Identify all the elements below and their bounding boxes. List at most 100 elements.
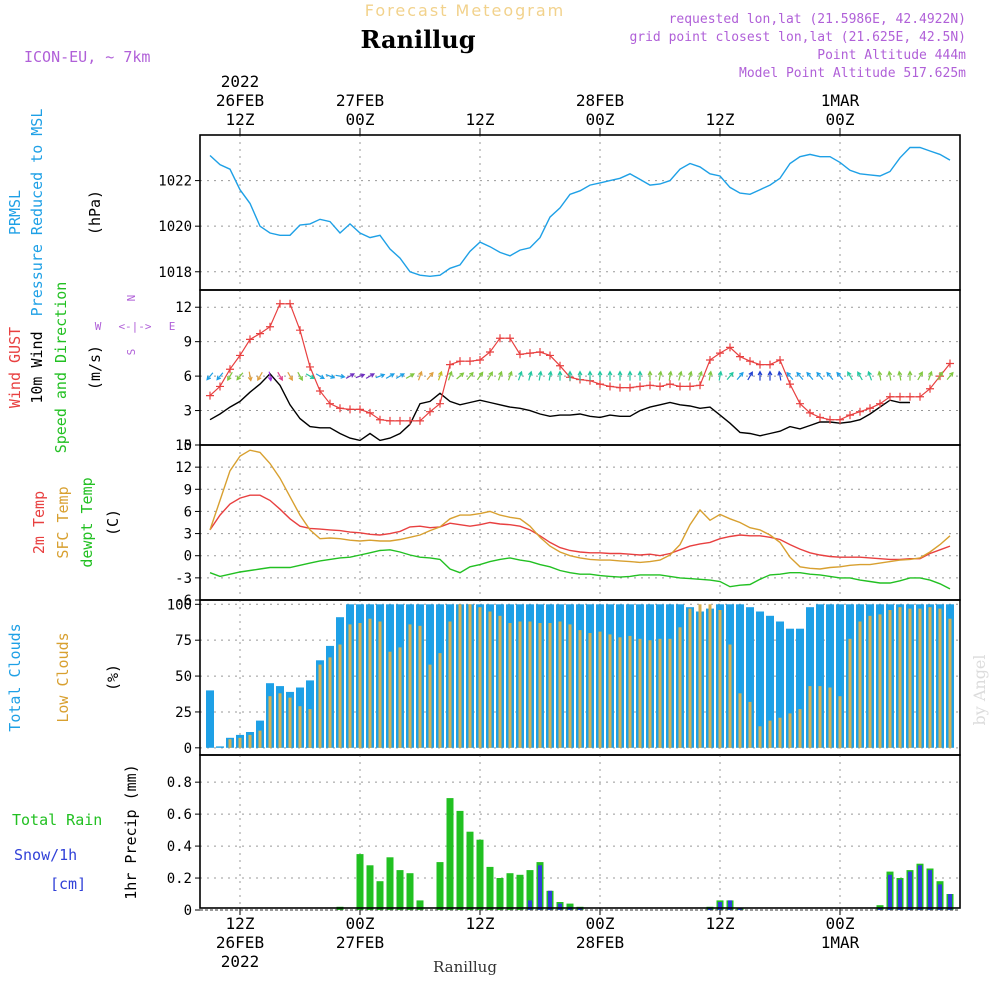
- series-line: [209, 549, 951, 590]
- gust-marker: [616, 383, 624, 392]
- wind-arrow: [717, 370, 723, 381]
- wind-arrow: [747, 371, 753, 381]
- wind-arrow: [937, 371, 943, 381]
- bar-low-cloud: [858, 621, 862, 748]
- bar-snow: [578, 908, 582, 910]
- bar-low-cloud: [588, 633, 592, 748]
- wind-arrow: [417, 370, 423, 381]
- bar-rain: [456, 810, 464, 910]
- bottom-axis-label: 2022: [221, 952, 260, 971]
- bar-snow: [948, 894, 952, 910]
- bar-low-cloud: [328, 657, 332, 748]
- gust-marker: [536, 348, 544, 356]
- bar-low-cloud: [758, 726, 762, 748]
- y-tick-label: 9: [184, 335, 192, 351]
- bar-total-cloud: [206, 690, 214, 748]
- bar-low-cloud: [658, 638, 662, 748]
- wind-arrow: [507, 370, 513, 381]
- bar-snow: [738, 908, 742, 910]
- station-title: Ranillug: [360, 25, 475, 54]
- top-axis-label: 27FEB: [336, 91, 384, 110]
- bar-low-cloud: [428, 664, 432, 748]
- wind-arrow: [757, 370, 763, 381]
- bar-low-cloud: [558, 621, 562, 748]
- bar-rain: [506, 873, 514, 910]
- panel-label: (hPa): [86, 190, 104, 235]
- wind-arrow: [345, 373, 355, 379]
- bar-low-cloud: [618, 637, 622, 748]
- bar-low-cloud: [948, 618, 952, 748]
- series-line: [209, 372, 910, 442]
- wind-arrow: [796, 371, 804, 380]
- panel-label: Total Rain: [12, 811, 102, 829]
- bar-low-cloud: [718, 610, 722, 748]
- wind-arrow: [857, 371, 863, 381]
- y-tick-label: 75: [175, 633, 192, 649]
- bar-rain: [436, 862, 444, 910]
- bar-total-cloud: [216, 746, 224, 748]
- gust-marker: [606, 382, 614, 391]
- bar-rain: [526, 870, 534, 910]
- y-tick-label: 0.4: [167, 839, 192, 855]
- wind-arrow: [736, 371, 744, 380]
- bar-low-cloud: [918, 608, 922, 748]
- bar-rain: [516, 874, 524, 910]
- wind-arrow: [325, 374, 336, 379]
- gust-marker: [796, 399, 804, 408]
- bottom-axis-label: 26FEB: [216, 933, 264, 952]
- gust-marker: [396, 416, 404, 425]
- gust-marker: [226, 365, 234, 374]
- gust-marker: [546, 351, 554, 360]
- bar-low-cloud: [238, 737, 242, 748]
- panels: 1018 1020 1022 PRMSL Pressure Reduced to MSL…: [6, 109, 961, 919]
- gust-marker: [816, 413, 824, 422]
- gust-marker: [466, 357, 474, 366]
- bar-low-cloud: [578, 630, 582, 748]
- gust-marker: [756, 360, 764, 369]
- panel-label: dewpt Temp: [78, 477, 96, 567]
- panel-temp: -6 -3 0 3 6 9 12 15 2m Temp SFC Temp dewpt Temp (C): [30, 438, 961, 609]
- gust-marker: [946, 359, 954, 368]
- top-axis-label: 12Z: [706, 110, 735, 129]
- bar-low-cloud: [788, 713, 792, 748]
- bar-low-cloud: [748, 701, 752, 748]
- gust-marker: [766, 360, 774, 369]
- wind-arrow: [816, 371, 824, 380]
- gust-marker: [236, 351, 244, 360]
- top-axis-label: 26FEB: [216, 91, 264, 110]
- gust-marker: [716, 349, 724, 358]
- bar-low-cloud: [348, 624, 352, 748]
- top-axis-label: 00Z: [826, 110, 855, 129]
- bar-snow: [558, 903, 562, 910]
- wind-arrow: [497, 370, 503, 381]
- bar-low-cloud: [688, 608, 692, 748]
- y-tick-label: 50: [175, 669, 192, 685]
- wind-arrow: [887, 370, 893, 381]
- wind-arrow: [395, 373, 405, 379]
- bar-low-cloud: [268, 696, 272, 748]
- gust-marker: [896, 392, 904, 401]
- gust-marker: [476, 356, 484, 365]
- gust-marker: [916, 392, 924, 401]
- wind-arrow: [767, 370, 773, 381]
- bar-rain: [396, 870, 404, 910]
- panel-frame: [199, 754, 961, 909]
- bar-low-cloud: [698, 604, 702, 748]
- model-label: ICON-EU, ~ 7km: [24, 48, 150, 66]
- supertitle: Forecast Meteogram: [365, 1, 565, 20]
- wind-arrow: [315, 373, 325, 380]
- gust-marker: [636, 382, 644, 391]
- panel-label: 2m Temp: [30, 491, 48, 554]
- bar-low-cloud: [478, 607, 482, 748]
- wind-arrow: [335, 373, 346, 379]
- top-axis-label: 12Z: [226, 110, 255, 129]
- bottom-axis-label: 00Z: [586, 914, 615, 933]
- gust-marker: [776, 356, 784, 365]
- gust-marker: [266, 322, 274, 331]
- bar-snow: [708, 908, 712, 910]
- gust-marker: [846, 411, 854, 420]
- wind-arrow: [836, 371, 844, 380]
- gust-marker: [256, 329, 264, 338]
- bar-low-cloud: [418, 625, 422, 748]
- y-tick-label: 100: [167, 597, 192, 613]
